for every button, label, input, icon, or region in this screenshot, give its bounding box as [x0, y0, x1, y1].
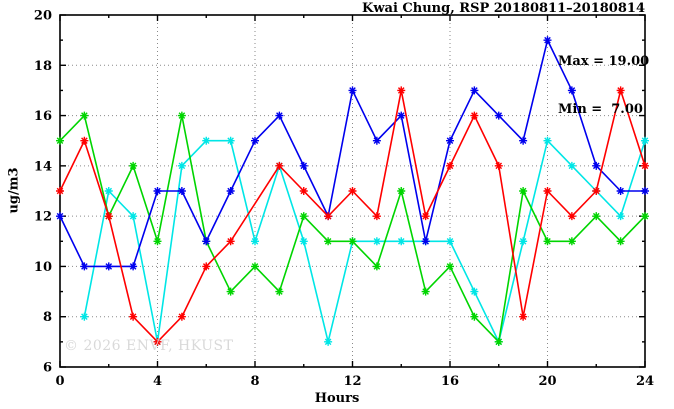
y-tick-label: 12: [34, 210, 52, 225]
chart-title: Kwai Chung, RSP 20180811–20180814: [362, 1, 645, 16]
watermark: © 2026 ENVF, HKUST: [64, 338, 234, 354]
y-tick-label: 10: [34, 260, 52, 275]
max-annotation: Max = 19.00: [558, 54, 650, 69]
x-tick-label: 24: [636, 374, 654, 389]
y-tick-label: 20: [34, 9, 52, 24]
x-tick-label: 20: [538, 374, 556, 389]
x-tick-label: 0: [55, 374, 64, 389]
max-min-annotation: Max = 19.00 Min = 7.00: [558, 22, 649, 150]
x-tick-label: 8: [250, 374, 259, 389]
x-tick-label: 16: [441, 374, 459, 389]
x-axis-label: Hours: [314, 391, 360, 406]
series-red-line: [59, 89, 646, 343]
y-tick-label: 16: [34, 109, 52, 124]
y-axis-label: ug/m3: [6, 167, 22, 214]
y-tick-label: 8: [43, 310, 52, 325]
series-red-markers: [56, 86, 649, 346]
y-tick-label: 6: [43, 361, 52, 376]
series-cyan-line: [83, 139, 646, 343]
y-tick-label: 14: [34, 159, 52, 174]
x-tick-label: 12: [343, 374, 361, 389]
y-tick-label: 18: [34, 59, 52, 74]
min-annotation: Min = 7.00: [558, 102, 643, 117]
x-tick-label: 4: [153, 374, 162, 389]
